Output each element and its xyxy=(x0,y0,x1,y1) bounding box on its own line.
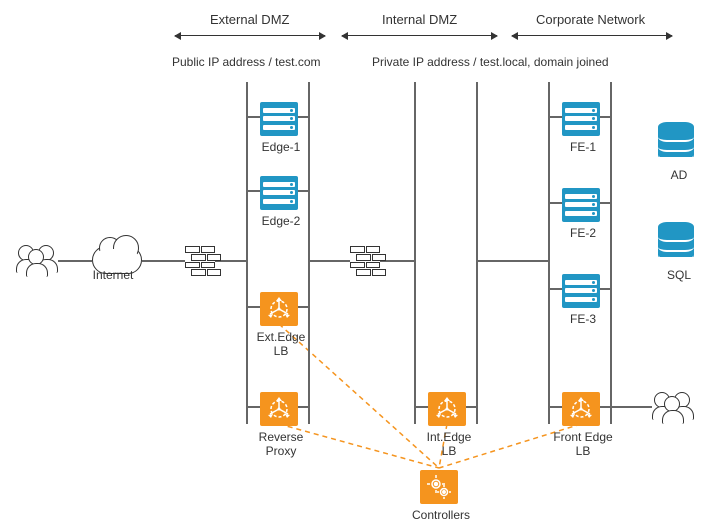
intlb-label: Int.EdgeLB xyxy=(414,430,484,459)
v-int-r xyxy=(476,82,478,424)
revproxy-label: ReverseProxy xyxy=(246,430,316,459)
edge1-label: Edge-1 xyxy=(246,140,316,154)
controllers xyxy=(420,468,458,506)
fw2 xyxy=(350,246,380,276)
revproxy xyxy=(260,390,298,428)
zone-arrow xyxy=(512,35,672,36)
sql-label: SQL xyxy=(644,268,712,282)
v-corp-r xyxy=(610,82,612,424)
zone-arrow xyxy=(342,35,497,36)
fe3 xyxy=(562,272,600,310)
zone-ext: External DMZ xyxy=(210,12,289,27)
users_corp xyxy=(652,390,694,426)
v-corp-l xyxy=(548,82,550,424)
zone-corp: Corporate Network xyxy=(536,12,645,27)
v-ext-l xyxy=(246,82,248,424)
fe3-label: FE-3 xyxy=(548,312,618,326)
controllers-label: Controllers xyxy=(406,508,476,522)
extlb-label: Ext.EdgeLB xyxy=(246,330,316,359)
ad-label: AD xyxy=(644,168,712,182)
fw1 xyxy=(185,246,215,276)
zone-int: Internal DMZ xyxy=(382,12,457,27)
users_ext xyxy=(16,243,58,279)
extlb xyxy=(260,290,298,328)
fe2 xyxy=(562,186,600,224)
edge1 xyxy=(260,100,298,138)
v-ext-r xyxy=(308,82,310,424)
v-int-l xyxy=(414,82,416,424)
sublabel: Public IP address / test.com xyxy=(172,55,321,69)
zone-arrow xyxy=(175,35,325,36)
intlb xyxy=(428,390,466,428)
edge2 xyxy=(260,174,298,212)
ad xyxy=(658,122,694,162)
edge2-label: Edge-2 xyxy=(246,214,316,228)
fe1 xyxy=(562,100,600,138)
fe2-label: FE-2 xyxy=(548,226,618,240)
sql xyxy=(658,222,694,262)
felb xyxy=(562,390,600,428)
fe1-label: FE-1 xyxy=(548,140,618,154)
sublabel: Private IP address / test.local, domain … xyxy=(372,55,609,69)
felb-label: Front EdgeLB xyxy=(548,430,618,459)
